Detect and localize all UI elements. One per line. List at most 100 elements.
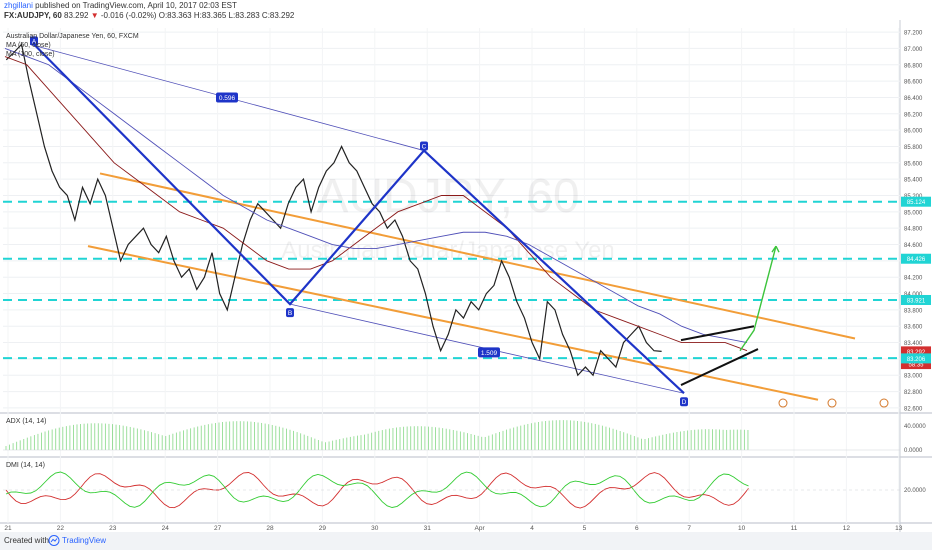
tradingview-logo-icon bbox=[48, 535, 60, 546]
symbol-info: FX:AUDJPY, 60 83.292 ▼ -0.016 (-0.02%) O… bbox=[4, 11, 294, 20]
calendar-event-icon bbox=[827, 398, 837, 408]
x-tick-label: 23 bbox=[109, 525, 117, 532]
y-tick-label: 87.000 bbox=[904, 47, 923, 53]
x-tick-label: 10 bbox=[738, 525, 746, 532]
y-tick-label: 83.800 bbox=[904, 308, 923, 314]
price-axis-badge bbox=[901, 253, 931, 264]
x-tick-label: 13 bbox=[895, 525, 903, 532]
price-axis-badge-label: 58:35 bbox=[908, 363, 924, 369]
abcd-pattern-line bbox=[33, 43, 685, 395]
x-tick-label: 29 bbox=[319, 525, 327, 532]
y-tick-label: 84.600 bbox=[904, 243, 923, 249]
last-price: 83.292 bbox=[64, 11, 89, 20]
price-axis-badge bbox=[901, 359, 931, 370]
y-tick-label: 85.400 bbox=[904, 178, 923, 184]
pattern-point-label: B bbox=[288, 310, 292, 317]
price-axis-badge-label: 83.921 bbox=[907, 298, 926, 304]
adx-tick-label: 40.0000 bbox=[904, 424, 926, 430]
chart-header: zhgillani published on TradingView.com, … bbox=[0, 0, 932, 20]
x-tick-label: 30 bbox=[371, 525, 379, 532]
y-tick-label: 86.400 bbox=[904, 96, 923, 102]
y-tick-label: 82.800 bbox=[904, 390, 923, 396]
published-text: published on TradingView.com, April 10, … bbox=[35, 1, 237, 10]
symbol-label: FX:AUDJPY, 60 bbox=[4, 11, 62, 20]
footer-bar: Created with TradingView bbox=[0, 532, 932, 550]
y-tick-label: 83.400 bbox=[904, 341, 923, 347]
x-tick-label: 12 bbox=[843, 525, 851, 532]
chart-canvas[interactable]: 82.60082.80083.00083.20083.40083.60083.8… bbox=[0, 20, 932, 532]
x-tick-label: 21 bbox=[4, 525, 12, 532]
pattern-point-marker bbox=[420, 141, 428, 151]
pattern-point-marker bbox=[30, 36, 38, 46]
y-tick-label: 85.600 bbox=[904, 161, 923, 167]
pattern-point-marker bbox=[286, 308, 294, 318]
publish-info: zhgillani published on TradingView.com, … bbox=[4, 1, 237, 10]
calendar-event-icon bbox=[778, 398, 788, 408]
y-tick-label: 84.800 bbox=[904, 227, 923, 233]
dmi-tick-label: 20.0000 bbox=[904, 488, 926, 494]
chart-background bbox=[0, 20, 932, 532]
y-tick-label: 86.600 bbox=[904, 80, 923, 86]
price-axis-badge-label: 85.124 bbox=[907, 200, 926, 206]
y-tick-label: 83.000 bbox=[904, 374, 923, 380]
down-arrow-icon: ▼ bbox=[90, 11, 99, 20]
price-axis-badge bbox=[901, 346, 931, 357]
price-axis-badge-label: 84.426 bbox=[907, 257, 926, 263]
y-tick-label: 86.200 bbox=[904, 112, 923, 118]
price-axis-badge bbox=[901, 294, 931, 305]
y-tick-label: 85.800 bbox=[904, 145, 923, 151]
fib-ratio-label: 1.509 bbox=[481, 350, 498, 357]
channel-lower-line bbox=[87, 245, 819, 401]
ma100-legend: MA (100, close) bbox=[6, 51, 55, 58]
pattern-point-label: A bbox=[32, 38, 37, 45]
calendar-event-icon bbox=[879, 398, 889, 408]
dmi-minus-line bbox=[5, 472, 749, 509]
y-tick-label: 86.800 bbox=[904, 63, 923, 69]
x-tick-label: 31 bbox=[424, 525, 432, 532]
ohlc-values: O:83.363 H:83.365 L:83.283 C:83.292 bbox=[158, 11, 295, 20]
projection-arrow-line bbox=[739, 245, 777, 352]
y-tick-label: 87.200 bbox=[904, 31, 923, 37]
fib-ratio-box bbox=[478, 347, 500, 358]
ma50-legend: MA (50, close) bbox=[6, 42, 51, 49]
x-tick-label: 7 bbox=[687, 525, 691, 532]
y-tick-label: 84.200 bbox=[904, 276, 923, 282]
dmi-legend: DMI (14, 14) bbox=[6, 462, 45, 469]
projection-arrow-head bbox=[771, 245, 780, 253]
created-with-text: Created with bbox=[4, 536, 49, 545]
x-tick-label: 6 bbox=[635, 525, 639, 532]
triangle-lower-line bbox=[680, 348, 759, 386]
x-tick-label: Apr bbox=[475, 525, 486, 532]
y-tick-label: 83.600 bbox=[904, 325, 923, 331]
instrument-label: Australian Dollar/Japanese Yen, 60, FXCM bbox=[6, 33, 139, 40]
x-tick-label: 22 bbox=[57, 525, 65, 532]
price-axis-badge-label: 83.292 bbox=[907, 350, 926, 356]
y-tick-label: 82.600 bbox=[904, 406, 923, 412]
y-tick-label: 86.000 bbox=[904, 129, 923, 135]
tradingview-link[interactable]: TradingView bbox=[62, 536, 107, 545]
channel-upper-line bbox=[99, 172, 856, 340]
x-tick-label: 4 bbox=[530, 525, 534, 532]
fib-ratio-box bbox=[216, 92, 238, 103]
x-tick-label: 28 bbox=[266, 525, 274, 532]
dmi-plus-line bbox=[5, 471, 749, 508]
price-axis-badge bbox=[901, 353, 931, 364]
watermark-symbol: AUDJPY, 60 bbox=[316, 170, 579, 223]
y-tick-label: 85.000 bbox=[904, 210, 923, 216]
price-axis-badge-label: 83.206 bbox=[907, 357, 926, 363]
x-tick-label: 5 bbox=[583, 525, 587, 532]
fib-ratio-label: 0.596 bbox=[219, 95, 236, 102]
price-series-line bbox=[5, 43, 662, 377]
adx-tick-label: 0.0000 bbox=[904, 448, 923, 454]
author-link[interactable]: zhgillani bbox=[4, 1, 33, 10]
pattern-point-label: C bbox=[422, 144, 427, 151]
ma50-series-line bbox=[4, 56, 748, 352]
price-axis-badge bbox=[901, 196, 931, 207]
x-tick-label: 27 bbox=[214, 525, 222, 532]
ma100-series-line bbox=[4, 48, 748, 343]
price-change: -0.016 (-0.02%) bbox=[100, 11, 157, 20]
x-tick-label: 24 bbox=[162, 525, 170, 532]
x-tick-label: 11 bbox=[791, 525, 798, 532]
pattern-point-label: D bbox=[682, 399, 687, 406]
pattern-point-marker bbox=[680, 397, 688, 407]
